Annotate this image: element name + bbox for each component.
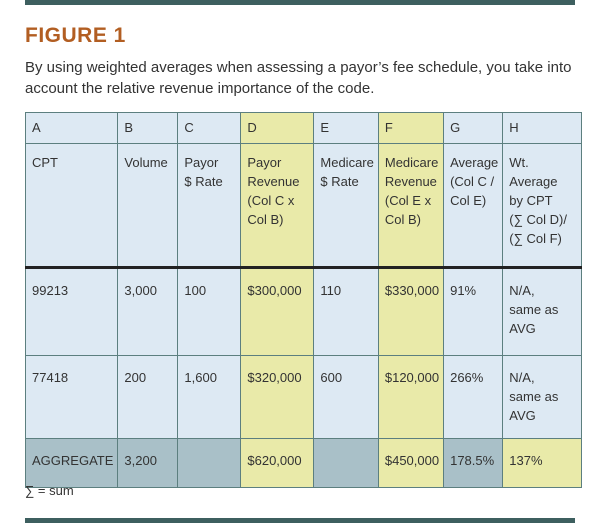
cell-medicare-rate: 600 bbox=[313, 355, 379, 439]
header-line: (Col C / bbox=[450, 174, 495, 189]
cell-cpt: 77418 bbox=[24, 355, 119, 439]
cell-medicare-revenue: $120,000 bbox=[377, 355, 445, 439]
header-cpt: CPT bbox=[24, 143, 119, 269]
table-row: 77418 200 1,600 $320,000 600 $120,000 26… bbox=[24, 355, 583, 439]
header-line: (Col C x bbox=[247, 193, 295, 208]
cell-line: N/A, bbox=[509, 370, 535, 385]
header-line: Wt. bbox=[509, 155, 529, 170]
header-line: (∑ Col F) bbox=[509, 231, 562, 246]
cell-medicare-revenue: $450,000 bbox=[377, 438, 445, 488]
column-letter: C bbox=[177, 112, 242, 144]
cell-payor-revenue: $300,000 bbox=[240, 267, 315, 356]
column-letter: A bbox=[24, 112, 119, 144]
header-volume: Volume bbox=[117, 143, 179, 269]
column-letter: B bbox=[117, 112, 179, 144]
cell-average: 266% bbox=[443, 355, 504, 439]
table-row: 99213 3,000 100 $300,000 110 $330,000 91… bbox=[24, 267, 583, 356]
cell-cpt: AGGREGATE bbox=[24, 438, 119, 488]
cell-payor-rate bbox=[177, 438, 242, 488]
header-line: Col B) bbox=[384, 212, 421, 227]
fee-schedule-table: A B C D E F G H CPT Volume Payor $ Rate … bbox=[24, 112, 583, 488]
cell-volume: 3,200 bbox=[117, 438, 179, 488]
header-row: CPT Volume Payor $ Rate Payor Revenue (C… bbox=[24, 143, 583, 269]
column-letter: D bbox=[240, 112, 315, 144]
figure-caption: By using weighted averages when assessin… bbox=[25, 59, 572, 97]
cell-medicare-rate: 110 bbox=[313, 267, 379, 356]
figure-title: FIGURE 1 bbox=[25, 24, 126, 47]
column-letter: E bbox=[313, 112, 379, 144]
header-line: (Col E x bbox=[384, 193, 432, 208]
column-letter: F bbox=[377, 112, 445, 144]
header-payor-revenue: Payor Revenue (Col C x Col B) bbox=[240, 143, 315, 269]
cell-cpt: 99213 bbox=[24, 267, 119, 356]
cell-line: AVG bbox=[509, 408, 536, 423]
cell-medicare-revenue: $330,000 bbox=[377, 267, 445, 356]
cell-payor-rate: 1,600 bbox=[177, 355, 242, 439]
header-medicare-rate: Medicare $ Rate bbox=[313, 143, 379, 269]
cell-line: same as bbox=[509, 389, 559, 404]
header-line: $ Rate bbox=[320, 174, 359, 189]
header-weighted-average: Wt. Average by CPT (∑ Col D)/ (∑ Col F) bbox=[502, 143, 583, 269]
cell-line: N/A, bbox=[509, 283, 535, 298]
bottom-rule bbox=[25, 518, 575, 523]
header-line: Medicare bbox=[384, 155, 439, 170]
column-letter: G bbox=[443, 112, 504, 144]
header-line: by CPT bbox=[509, 193, 553, 208]
header-line: Payor bbox=[184, 155, 219, 170]
cell-payor-rate: 100 bbox=[177, 267, 242, 356]
header-line: Average bbox=[450, 155, 499, 170]
cell-volume: 3,000 bbox=[117, 267, 179, 356]
header-line: (∑ Col D)/ bbox=[509, 212, 567, 227]
cell-line: same as bbox=[509, 302, 559, 317]
header-line: CPT bbox=[32, 155, 58, 170]
header-line: Medicare bbox=[320, 155, 374, 170]
header-payor-rate: Payor $ Rate bbox=[177, 143, 242, 269]
top-rule bbox=[25, 0, 575, 5]
cell-line: AVG bbox=[509, 321, 536, 336]
sum-footnote: ∑ = sum bbox=[25, 483, 74, 498]
header-line: Col E) bbox=[450, 193, 487, 208]
header-line: Average bbox=[509, 174, 558, 189]
cell-weighted-average: N/A, same as AVG bbox=[502, 267, 583, 356]
header-average: Average (Col C / Col E) bbox=[443, 143, 504, 269]
cell-payor-revenue: $620,000 bbox=[240, 438, 315, 488]
column-letter: H bbox=[502, 112, 583, 144]
aggregate-row: AGGREGATE 3,200 $620,000 $450,000 178.5%… bbox=[24, 438, 583, 488]
cell-payor-revenue: $320,000 bbox=[240, 355, 315, 439]
cell-average: 91% bbox=[443, 267, 504, 356]
header-line: Revenue bbox=[247, 174, 300, 189]
header-line: Revenue bbox=[384, 174, 437, 189]
cell-weighted-average: 137% bbox=[502, 438, 583, 488]
header-line: Volume bbox=[124, 155, 168, 170]
cell-average: 178.5% bbox=[443, 438, 504, 488]
column-letter-row: A B C D E F G H bbox=[24, 112, 583, 144]
header-line: Col B) bbox=[247, 212, 284, 227]
header-line: Payor bbox=[247, 155, 282, 170]
cell-medicare-rate bbox=[313, 438, 379, 488]
header-line: $ Rate bbox=[184, 174, 223, 189]
cell-weighted-average: N/A, same as AVG bbox=[502, 355, 583, 439]
cell-volume: 200 bbox=[117, 355, 179, 439]
header-medicare-revenue: Medicare Revenue (Col E x Col B) bbox=[377, 143, 445, 269]
